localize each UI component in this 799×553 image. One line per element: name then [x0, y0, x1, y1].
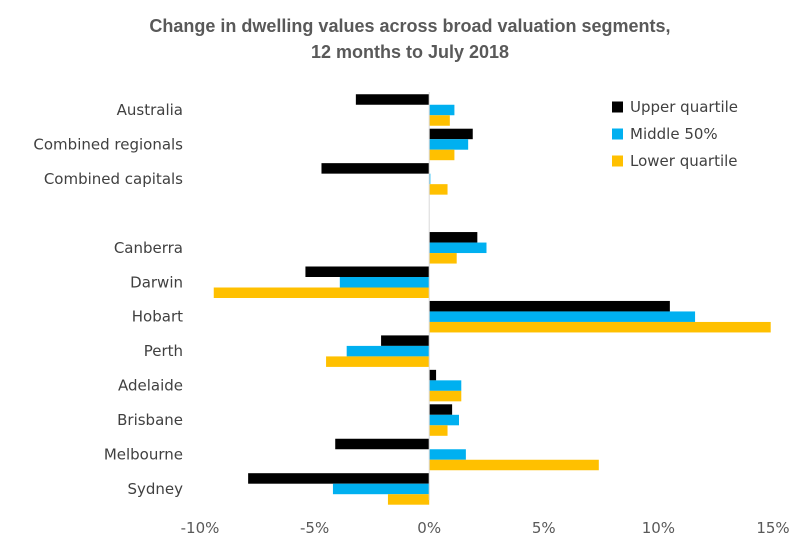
bar-sydney-upper-quartile [248, 473, 430, 484]
bar-darwin-upper-quartile [305, 266, 430, 277]
bars [213, 94, 771, 505]
x-tick-label: 0% [417, 519, 441, 537]
category-labels: Australia Combined regionals Combined capi… [33, 101, 183, 498]
legend-swatch-upper-quartile [612, 101, 623, 113]
bar-australia-lower-quartile [429, 115, 450, 126]
bar-perth-lower-quartile [326, 356, 430, 367]
bar-combined-regionals-lower-quartile [429, 149, 455, 161]
bar-brisbane-upper-quartile [429, 404, 453, 415]
legend-label-middle-50-: Middle 50% [630, 125, 718, 143]
bar-combined-capitals-middle-50- [429, 173, 431, 185]
category-label-darwin: Darwin [130, 273, 183, 291]
category-label-brisbane: Brisbane [117, 411, 183, 429]
bar-brisbane-lower-quartile [429, 425, 448, 436]
x-tick-label: 5% [532, 519, 556, 537]
bar-adelaide-upper-quartile [429, 369, 437, 381]
legend-label-lower-quartile: Lower quartile [630, 152, 738, 170]
bar-adelaide-middle-50- [429, 380, 462, 391]
category-label-adelaide: Adelaide [118, 377, 183, 395]
bar-brisbane-middle-50- [429, 414, 459, 426]
bar-hobart-middle-50- [429, 311, 696, 322]
bar-sydney-middle-50- [332, 483, 430, 495]
bar-canberra-upper-quartile [429, 232, 478, 243]
bar-melbourne-middle-50- [429, 449, 466, 460]
x-tick-labels: -10% -5% 0% 5% 10% 15% [181, 519, 790, 537]
category-label-canberra: Canberra [114, 239, 183, 257]
x-tick-label: 10% [642, 519, 675, 537]
legend-swatch-middle-50- [612, 128, 623, 140]
category-label-sydney: Sydney [127, 480, 183, 498]
bar-australia-upper-quartile [355, 94, 430, 105]
bar-canberra-middle-50- [429, 242, 487, 254]
x-tick-label: -10% [181, 519, 220, 537]
bar-australia-middle-50- [429, 104, 455, 116]
bar-darwin-middle-50- [339, 277, 430, 288]
bar-melbourne-lower-quartile [429, 459, 599, 471]
bar-combined-capitals-upper-quartile [321, 163, 430, 174]
bar-melbourne-upper-quartile [335, 438, 430, 450]
chart-title-line-2: 12 months to July 2018 [311, 42, 509, 62]
bar-combined-regionals-middle-50- [429, 139, 469, 150]
bar-perth-middle-50- [346, 345, 430, 357]
chart-title-line-1: Change in dwelling values across broad v… [149, 16, 670, 36]
category-label-australia: Australia [117, 101, 183, 119]
bar-darwin-lower-quartile [213, 287, 430, 298]
category-label-combined-regionals: Combined regionals [33, 135, 183, 153]
category-label-hobart: Hobart [132, 308, 183, 326]
legend-swatch-lower-quartile [612, 155, 623, 167]
bar-combined-regionals-upper-quartile [429, 128, 473, 140]
bar-adelaide-lower-quartile [429, 390, 462, 402]
bar-hobart-lower-quartile [429, 321, 771, 333]
category-label-perth: Perth [144, 342, 183, 360]
x-tick-label: -5% [300, 519, 329, 537]
bar-perth-upper-quartile [381, 335, 430, 346]
category-label-combined-capitals: Combined capitals [44, 170, 183, 188]
bar-hobart-upper-quartile [429, 300, 670, 312]
bar-combined-capitals-lower-quartile [429, 184, 448, 195]
legend: Upper quartile Middle 50% Lower quartile [612, 98, 738, 170]
bar-canberra-lower-quartile [429, 253, 457, 264]
bar-sydney-lower-quartile [387, 494, 430, 505]
category-label-melbourne: Melbourne [104, 446, 183, 464]
x-tick-label: 15% [756, 519, 789, 537]
legend-label-upper-quartile: Upper quartile [630, 98, 738, 116]
